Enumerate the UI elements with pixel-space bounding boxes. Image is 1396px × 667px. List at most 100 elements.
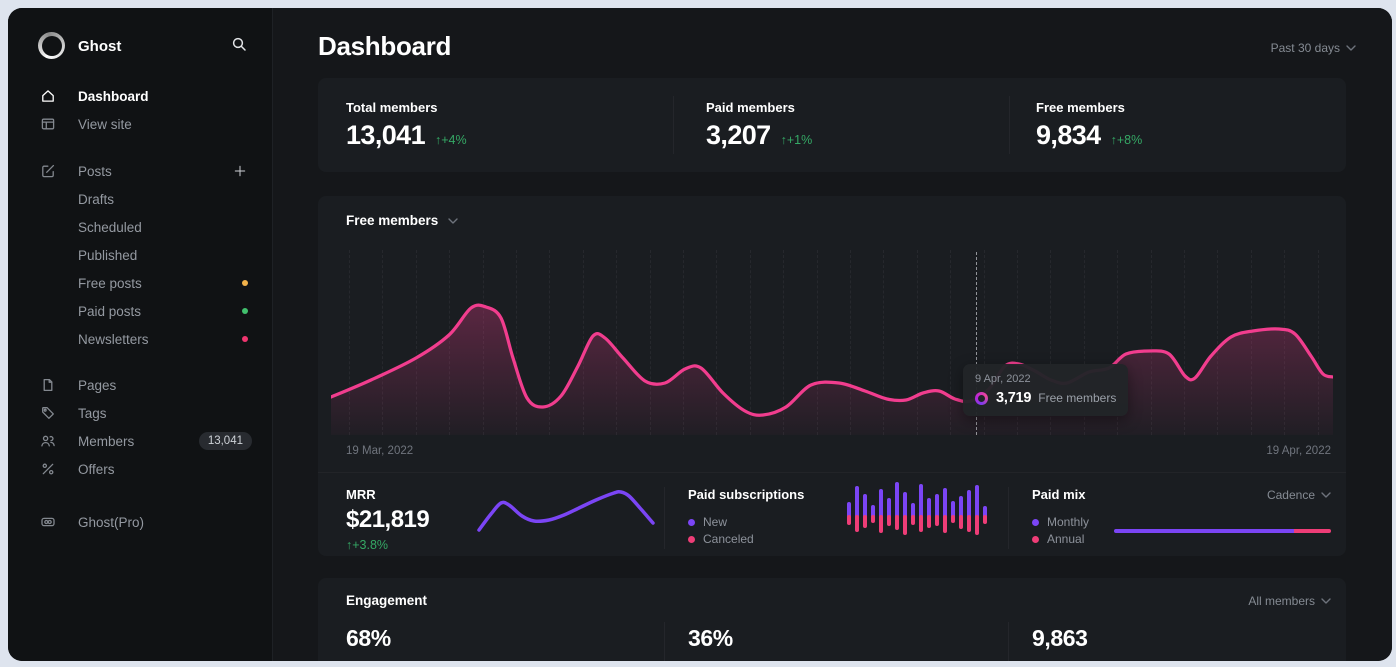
status-dot [242,280,248,286]
page-icon [40,377,56,393]
chart-hover-line [976,252,977,435]
stats-card: Total members 13,041 ↑+4% Paid members 3… [318,78,1346,172]
add-post-button[interactable] [233,164,247,178]
page-title: Dashboard [318,31,452,61]
sidebar-item-scheduled[interactable]: Scheduled [8,213,272,241]
divider [664,622,665,661]
sidebar-item-label: Free posts [78,275,142,291]
axis-end-date: 19 Apr, 2022 [1266,445,1331,457]
cadence-dropdown[interactable]: Cadence [1267,488,1331,502]
monthly-dot-icon [1032,518,1039,526]
paid-subscriptions-title: Paid subscriptions [688,487,805,502]
mrr-delta: ↑+3.8% [346,538,389,552]
trend-up-icon: ↑ [780,133,787,147]
chevron-down-icon [1321,491,1331,498]
sidebar-item-label: Scheduled [78,219,142,235]
sidebar-item-drafts[interactable]: Drafts [8,185,272,213]
engagement-30-days: 68% Engaged in the last 30 days [318,620,664,661]
tag-icon [40,405,56,421]
divider [1009,96,1010,154]
stat-label: Free members [1036,100,1125,115]
chart-tooltip: 9 Apr, 2022 3,719 Free members [963,364,1129,416]
monthly-segment [1114,529,1295,533]
mrr-value: $21,819 [346,506,430,533]
search-icon[interactable] [231,36,248,53]
mrr-section: MRR $21,819 ↑+3.8% [318,473,664,556]
main-content: Dashboard Past 30 days Total members 13,… [274,8,1392,661]
stat-label: Paid members [706,100,795,115]
newsletter-subscribers: 9,863 Newsletter subscribers [1009,620,1346,661]
legend-annual: Annual [1032,532,1331,546]
subscriptions-bar-chart [847,482,987,535]
stat-value: 9,834 [1036,120,1101,150]
tooltip-date: 9 Apr, 2022 [975,373,1031,385]
axis-start-date: 19 Mar, 2022 [346,445,414,457]
members-filter-dropdown[interactable]: All members [1248,594,1331,608]
date-range-label: Past 30 days [1270,41,1340,55]
sidebar-nav: Dashboard View site Posts Drafts Scheduled Pu… [8,72,272,536]
paid-mix-bar [1114,529,1331,533]
compose-icon [40,163,56,179]
sidebar-item-label: Drafts [78,191,115,207]
sidebar-item-label: Paid posts [78,303,142,319]
sidebar-item-paid-posts[interactable]: Paid posts [8,297,272,325]
sidebar-item-view-site[interactable]: View site [8,110,272,138]
sidebar-item-newsletters[interactable]: Newsletters [8,325,272,353]
sidebar-item-ghost-pro[interactable]: Ghost(Pro) [8,508,272,536]
trend-up-icon: ↑ [346,538,353,552]
mrr-title: MRR [346,487,376,502]
divider [1008,486,1009,549]
canceled-dot-icon [688,535,695,543]
stat-delta: ↑+1% [780,133,813,147]
sidebar-item-published[interactable]: Published [8,241,272,269]
metric-value: 36% [688,625,733,651]
sidebar-item-dashboard[interactable]: Dashboard [8,82,272,110]
stat-total-members: Total members 13,041 ↑+4% [318,78,673,172]
status-dot [242,336,248,342]
trend-up-icon: ↑ [1110,133,1117,147]
sidebar-item-pages[interactable]: Pages [8,371,272,399]
stat-label: Total members [346,100,438,115]
stat-free-members: Free members 9,834 ↑+8% [1010,78,1346,172]
engagement-card: Engagement All members 68% Engaged in th… [318,578,1346,661]
paid-subscriptions-section: Paid subscriptions New Canceled [665,473,1008,556]
sidebar-item-label: Members [78,433,135,449]
members-count-badge: 13,041 [198,432,252,450]
legend-canceled: Canceled [688,532,1008,546]
trend-up-icon: ↑ [434,133,442,147]
kpi-row: MRR $21,819 ↑+3.8% Paid subscriptions Ne… [318,473,1346,556]
stat-value: 3,207 [706,120,771,150]
sidebar-item-tags[interactable]: Tags [8,399,272,427]
sidebar-header: Ghost [8,8,272,72]
area-chart-svg [331,303,1333,435]
metric-value: 68% [346,625,391,651]
status-dot [242,308,248,314]
series-ring-icon [975,391,988,405]
sidebar-item-members[interactable]: Members 13,041 [8,427,272,455]
sidebar-item-label: Newsletters [78,331,149,347]
sidebar-item-free-posts[interactable]: Free posts [8,269,272,297]
chevron-down-icon [1321,597,1331,604]
sidebar: Ghost Dashboard View site Posts Drafts Sched… [8,8,273,661]
chevron-down-icon [1346,45,1356,51]
chart-metric-dropdown[interactable]: Free members [346,213,459,228]
sidebar-item-posts[interactable]: Posts [8,157,272,185]
sidebar-item-label: Pages [78,377,117,393]
new-dot-icon [688,518,695,526]
sidebar-item-offers[interactable]: Offers [8,455,272,483]
metric-caption: Newsletter subscribers [1032,659,1346,661]
annual-dot-icon [1032,535,1039,543]
divider [318,472,1346,473]
divider [1008,622,1009,661]
tooltip-value: 3,719 [996,390,1032,406]
percent-icon [40,461,56,477]
date-range-dropdown[interactable]: Past 30 days [1271,41,1356,55]
sidebar-item-label: View site [78,116,132,132]
members-area-chart[interactable]: 9 Apr, 2022 3,719 Free members [331,250,1333,435]
annual-segment [1294,529,1331,533]
paid-mix-section: Paid mix Cadence Monthly A [1009,473,1346,556]
members-chart-card: Free members 9 Apr, 2 [318,196,1346,556]
stat-paid-members: Paid members 3,207 ↑+1% [674,78,1009,172]
chevron-down-icon [448,217,459,224]
metric-caption: Engaged in the last 30 days [346,659,664,661]
